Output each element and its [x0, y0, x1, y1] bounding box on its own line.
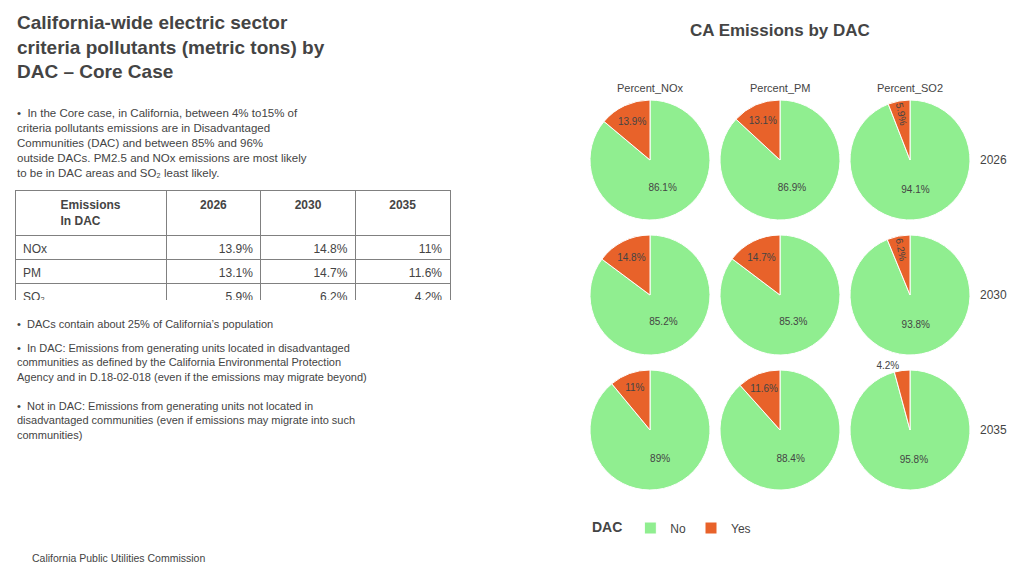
svg-text:NOx: NOx: [23, 242, 47, 256]
svg-text:6.2%: 6.2%: [320, 290, 348, 300]
svg-text:5.9%: 5.9%: [894, 102, 909, 127]
svg-text:PM: PM: [23, 266, 41, 280]
svg-text:Percent_PM: Percent_PM: [750, 82, 811, 94]
svg-text:14.8%: 14.8%: [617, 252, 645, 263]
svg-text:California-wide electric secto: California-wide electric sectorcriteria …: [17, 12, 325, 82]
svg-text:14.8%: 14.8%: [313, 242, 347, 256]
svg-text:• Not in DAC: Emissions from: • Not in DAC: Emissions from generating …: [17, 400, 355, 441]
svg-text:No: No: [670, 522, 686, 536]
svg-text:5.9%: 5.9%: [226, 290, 254, 300]
svg-text:CA Emissions by DAC: CA Emissions by DAC: [690, 21, 870, 40]
svg-text:2035: 2035: [389, 198, 416, 212]
svg-text:DAC: DAC: [592, 519, 622, 535]
svg-text:11%: 11%: [419, 242, 442, 256]
svg-text:• In DAC: Emissions from gene: • In DAC: Emissions from generating unit…: [17, 342, 367, 383]
svg-text:85.3%: 85.3%: [779, 316, 807, 327]
svg-text:4.2%: 4.2%: [415, 290, 443, 300]
svg-text:11%: 11%: [625, 382, 644, 393]
svg-text:2035: 2035: [980, 423, 1007, 437]
svg-text:86.9%: 86.9%: [778, 182, 806, 193]
svg-text:14.7%: 14.7%: [313, 266, 347, 280]
svg-text:SO₂: SO₂: [23, 290, 45, 300]
svg-text:Yes: Yes: [731, 522, 751, 536]
svg-text:13.1%: 13.1%: [749, 115, 777, 126]
svg-text:94.1%: 94.1%: [901, 184, 929, 195]
svg-text:89%: 89%: [650, 453, 670, 464]
svg-text:88.4%: 88.4%: [776, 453, 804, 464]
svg-text:11.6%: 11.6%: [409, 266, 442, 280]
svg-text:6.2%: 6.2%: [893, 237, 908, 262]
svg-text:13.9%: 13.9%: [618, 116, 646, 127]
svg-text:95.8%: 95.8%: [900, 454, 928, 465]
svg-text:4.2%: 4.2%: [876, 360, 899, 371]
svg-text:2030: 2030: [295, 198, 322, 212]
svg-text:Percent_SO2: Percent_SO2: [877, 82, 943, 94]
svg-text:EmissionsIn DAC: EmissionsIn DAC: [60, 198, 120, 228]
svg-text:Percent_NOx: Percent_NOx: [617, 82, 684, 94]
svg-text:• DACs contain about 25% of C: • DACs contain about 25% of California’s…: [17, 318, 273, 330]
svg-text:2026: 2026: [980, 153, 1007, 167]
svg-text:11.6%: 11.6%: [750, 383, 778, 394]
svg-text:2030: 2030: [980, 288, 1007, 302]
svg-text:86.1%: 86.1%: [648, 182, 676, 193]
svg-text:• In the Core case, in Califo: • In the Core case, in California, betwe…: [17, 107, 307, 179]
svg-text:2026: 2026: [200, 198, 227, 212]
svg-text:13.9%: 13.9%: [219, 242, 253, 256]
svg-text:14.7%: 14.7%: [747, 252, 775, 263]
svg-text:93.8%: 93.8%: [902, 319, 930, 330]
svg-text:85.2%: 85.2%: [649, 316, 677, 327]
svg-text:California Public Utilities Co: California Public Utilities Commission: [32, 552, 205, 564]
svg-text:13.1%: 13.1%: [219, 266, 253, 280]
